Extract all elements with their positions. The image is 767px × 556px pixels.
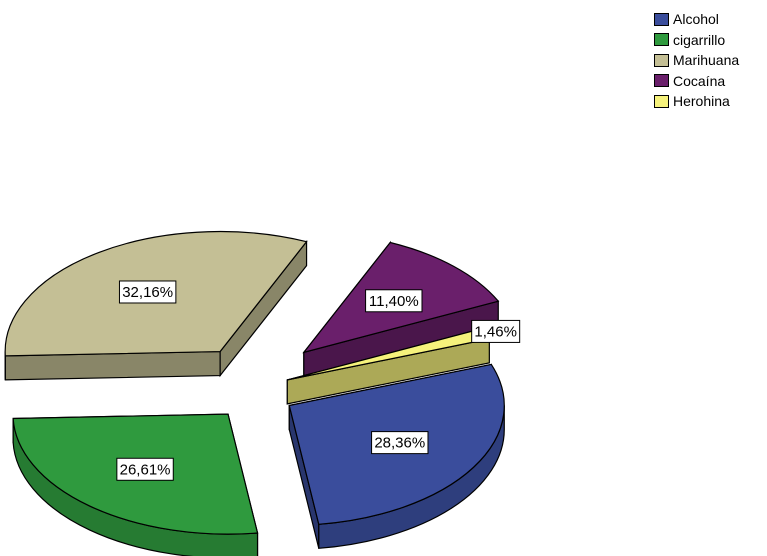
legend-item-herohina: Herohina [654, 91, 739, 112]
legend-swatch-marihuana [654, 53, 669, 67]
pie-slice-cigarrillo [12, 413, 259, 556]
pie-slice-marihuana [4, 230, 308, 381]
svg-text:26,61%: 26,61% [120, 461, 171, 478]
data-label-marihuana: 32,16% [118, 280, 177, 304]
legend-swatch-cigarrillo [654, 33, 669, 47]
legend-label-cigarrillo: cigarrillo [673, 31, 726, 48]
svg-text:1,46%: 1,46% [474, 323, 517, 340]
legend-swatch-alcohol [654, 12, 669, 26]
svg-text:32,16%: 32,16% [122, 284, 173, 301]
legend-item-alcohol: Alcohol [654, 9, 739, 30]
svg-text:28,36%: 28,36% [374, 435, 425, 452]
legend-label-marihuana: Marihuana [673, 52, 740, 68]
legend-label-alcohol: Alcohol [673, 11, 719, 27]
legend-swatch-cocaina [654, 74, 669, 88]
legend-label-cocaina: Cocaína [673, 72, 726, 89]
data-label-cigarrillo: 26,61% [116, 457, 174, 481]
svg-text:11,40%: 11,40% [369, 293, 419, 310]
legend-swatch-herohina [654, 94, 669, 108]
data-label-alcohol: 28,36% [371, 431, 429, 455]
legend-item-marihuana: Marihuana [654, 50, 739, 71]
legend-item-cocaina: Cocaína [654, 71, 739, 92]
legend-item-cigarrillo: cigarrillo [654, 30, 739, 51]
legend: Alcohol cigarrillo Marihuana Cocaína Her… [654, 9, 739, 112]
data-label-cocaina: 11,40% [365, 289, 423, 313]
data-label-herohina: 1,46% [471, 319, 521, 343]
legend-label-herohina: Herohina [673, 93, 730, 109]
